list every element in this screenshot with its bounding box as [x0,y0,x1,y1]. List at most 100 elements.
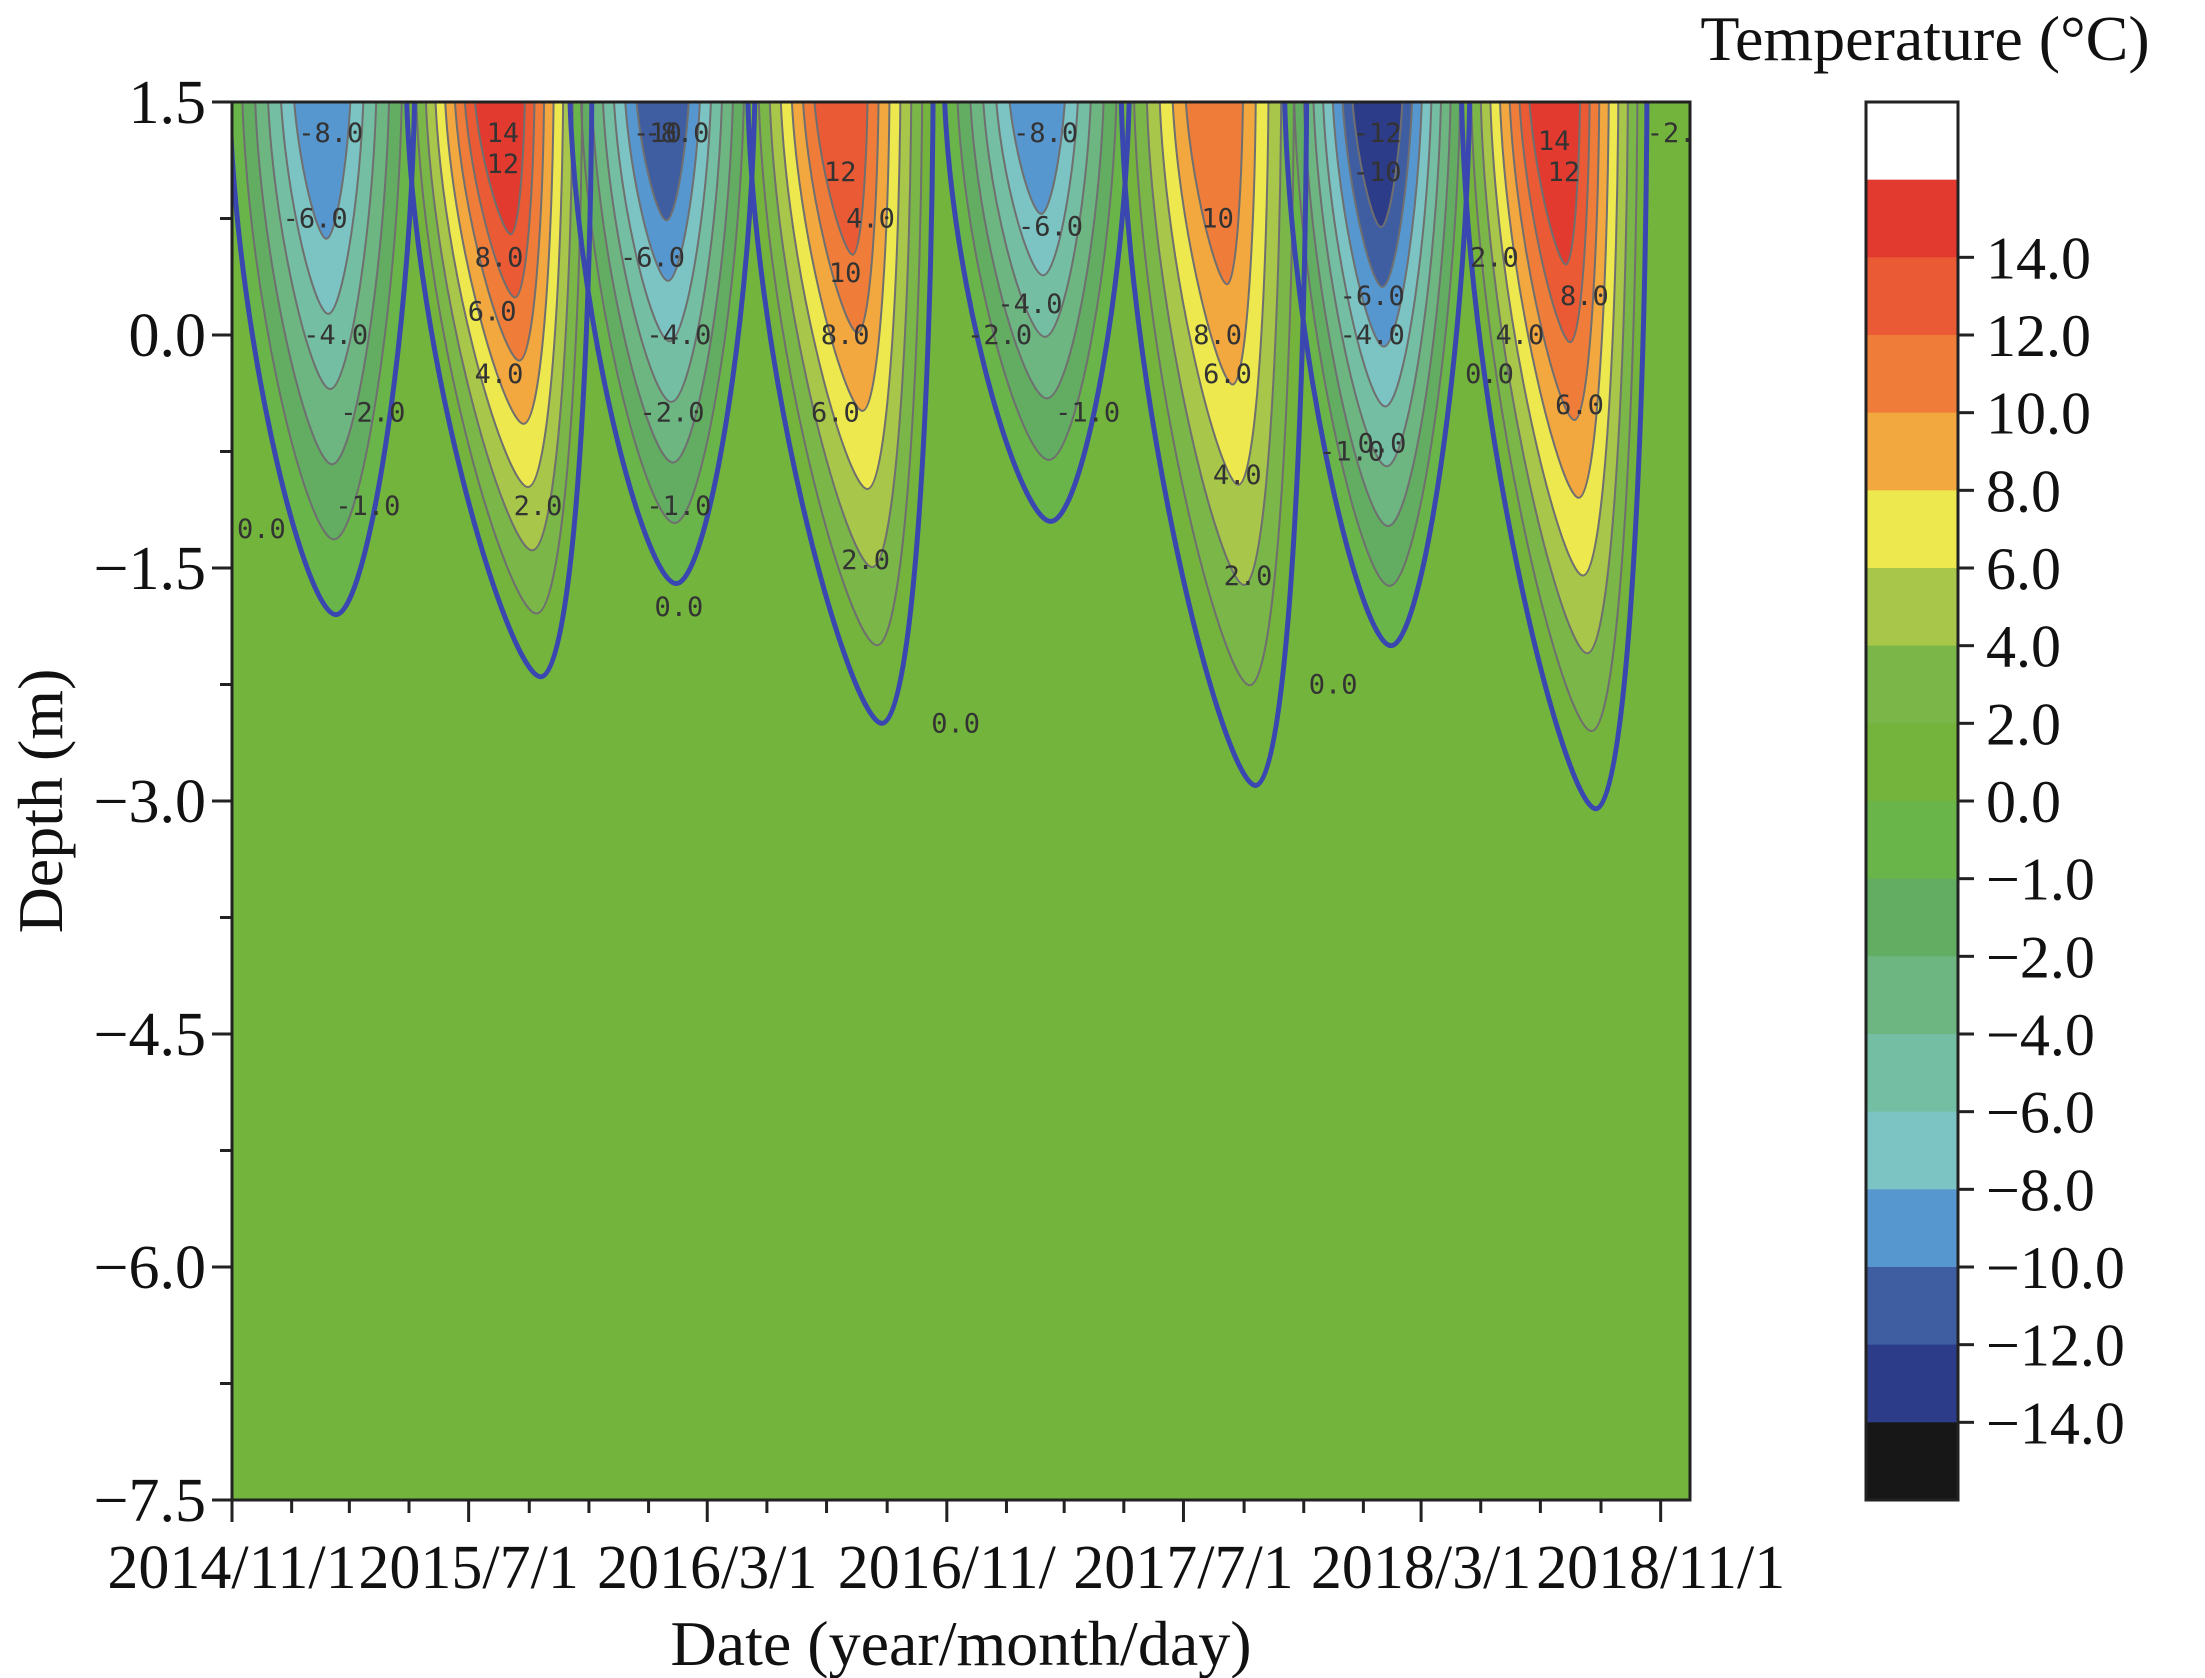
colorbar-tick-label: −12.0 [1986,1313,2125,1379]
isoline-4-5 [1008,102,1066,215]
contour-label: 4.0 [475,359,524,390]
contour-label: 4.0 [1213,460,1262,491]
contour-label: 8.0 [475,242,524,273]
y-axis-title: Depth (m) [5,669,76,934]
x-tick-label: 2017/7/1 [1073,1534,1293,1602]
isoline-6-5 [1331,102,1423,348]
y-tick-label: −3.0 [94,768,206,836]
colorbar-swatch [1866,490,1958,569]
colorbar-tick-label: 10.0 [1986,381,2091,447]
x-tick-label: 2018/3/1 [1311,1534,1531,1602]
colorbar-swatch [1866,179,1958,258]
contour-label: 8.0 [1193,320,1242,351]
colorbar-title: Temperature (°C) [1700,3,2149,74]
colorbar-tick-label: −1.0 [1986,847,2095,913]
contour-label: -2.0 [1647,118,1712,149]
colorbar-tick-label: 6.0 [1986,536,2061,602]
contour-label: 10 [829,258,862,289]
isoline-4-3 [982,102,1092,338]
contour-label: 0.0 [1465,359,1514,390]
colorbar-swatch [1866,102,1958,181]
isoline-3-5 [802,102,880,334]
colorbar-swatch [1866,956,1958,1035]
contour-label: 2.0 [514,491,563,522]
colorbar-tick-label: 4.0 [1986,614,2061,680]
colorbar-swatch [1866,1344,1958,1423]
contour-label: -12 [1353,118,1402,149]
contour-label: 6.0 [811,398,860,429]
zero-isotherm-3 [745,102,936,726]
isoline-6-7 [1351,102,1404,229]
isoline-2-3 [602,102,723,403]
y-tick-label: 1.5 [129,69,207,137]
contour-label: -1.0 [335,491,400,522]
colorbar-swatch [1866,1034,1958,1113]
contour-label: -2.0 [640,398,705,429]
isoline-2-1 [580,102,745,524]
zero-isotherm-7 [1459,102,1650,812]
isoline-5-1 [1133,102,1295,687]
y-tick-label: −4.5 [94,1001,206,1069]
tongue-3-fill-6 [814,102,868,255]
zero-isotherm-4 [942,102,1132,524]
colorbar-tick-label: 12.0 [1986,303,2091,369]
isoline-1-1 [415,102,584,615]
contour-label: 4.0 [1495,320,1544,351]
zero-isotherm-1 [404,102,595,680]
contour-label: -8.0 [1013,118,1078,149]
y-axis: 1.5 0.0 −1.5 −3.0 −4.5 −6.0 −7.5 [94,69,232,1535]
contour-label: -1.0 [1055,398,1120,429]
y-tick-label: −1.5 [94,535,206,603]
contour-label: -6.0 [1018,211,1083,242]
contour-label: 0.0 [931,708,980,739]
isoline-3-6 [813,102,869,256]
contour-label: -6.0 [1340,281,1405,312]
isoline-2-5 [624,102,701,282]
contour-label: -4.0 [997,289,1062,320]
isoline-6-1 [1293,102,1462,587]
colorbar-swatch [1866,1189,1958,1268]
isoline-2-2 [591,102,734,464]
isoline-1-5 [454,102,545,362]
zero-isotherm-2 [567,102,758,587]
colorbar-swatch [1866,645,1958,724]
isoline-3-2 [768,102,913,569]
isoline-5-3 [1158,102,1270,486]
contour-label: -8.0 [298,118,363,149]
colorbar-swatch [1866,1111,1958,1190]
colorbar-swatch [1866,568,1958,647]
zero-isotherm-0 [232,102,417,618]
isoline-1-7 [473,102,526,236]
contour-label: 0.0 [1309,670,1358,701]
colorbar-swatch [1866,412,1958,491]
colorbar-tick-label: 2.0 [1986,691,2061,757]
isoline-6-6 [1341,102,1414,288]
isoline-4-4 [995,102,1079,277]
contour-label: -4.0 [303,320,368,351]
colorbar-tick-label: 8.0 [1986,458,2061,524]
colorbar-tick-label: −8.0 [1986,1157,2095,1223]
isoline-7-3 [1489,102,1620,577]
x-axis: 2014/11/1 2015/7/1 2016/3/1 2016/11/2017/7/… [107,1500,1785,1602]
colorbar-swatch [1866,1422,1958,1501]
isoline-2-4 [613,102,712,343]
isoline-4-2 [969,102,1105,400]
colorbar-tick-label: −6.0 [1986,1080,2095,1146]
colorbar-swatch [1866,878,1958,957]
contour-label: 12 [824,157,857,188]
zero-isotherm-5 [1118,102,1310,788]
contour-label: -10 [633,118,682,149]
isoline-6-4 [1322,102,1433,408]
tongue-5-fill-5 [1185,102,1243,285]
contour-label: -1.0 [1319,437,1384,468]
contour-label: -2.0 [967,320,1032,351]
isoline-5-2 [1145,102,1283,586]
isoline-1-3 [434,102,565,489]
contour-label: 4.0 [846,204,895,235]
isoline-1-4 [444,102,555,425]
isoline-7-5 [1508,102,1601,422]
isoline-0-1 [241,102,403,541]
contour-label: 0.0 [237,514,286,545]
contour-label: 6.0 [1555,390,1604,421]
